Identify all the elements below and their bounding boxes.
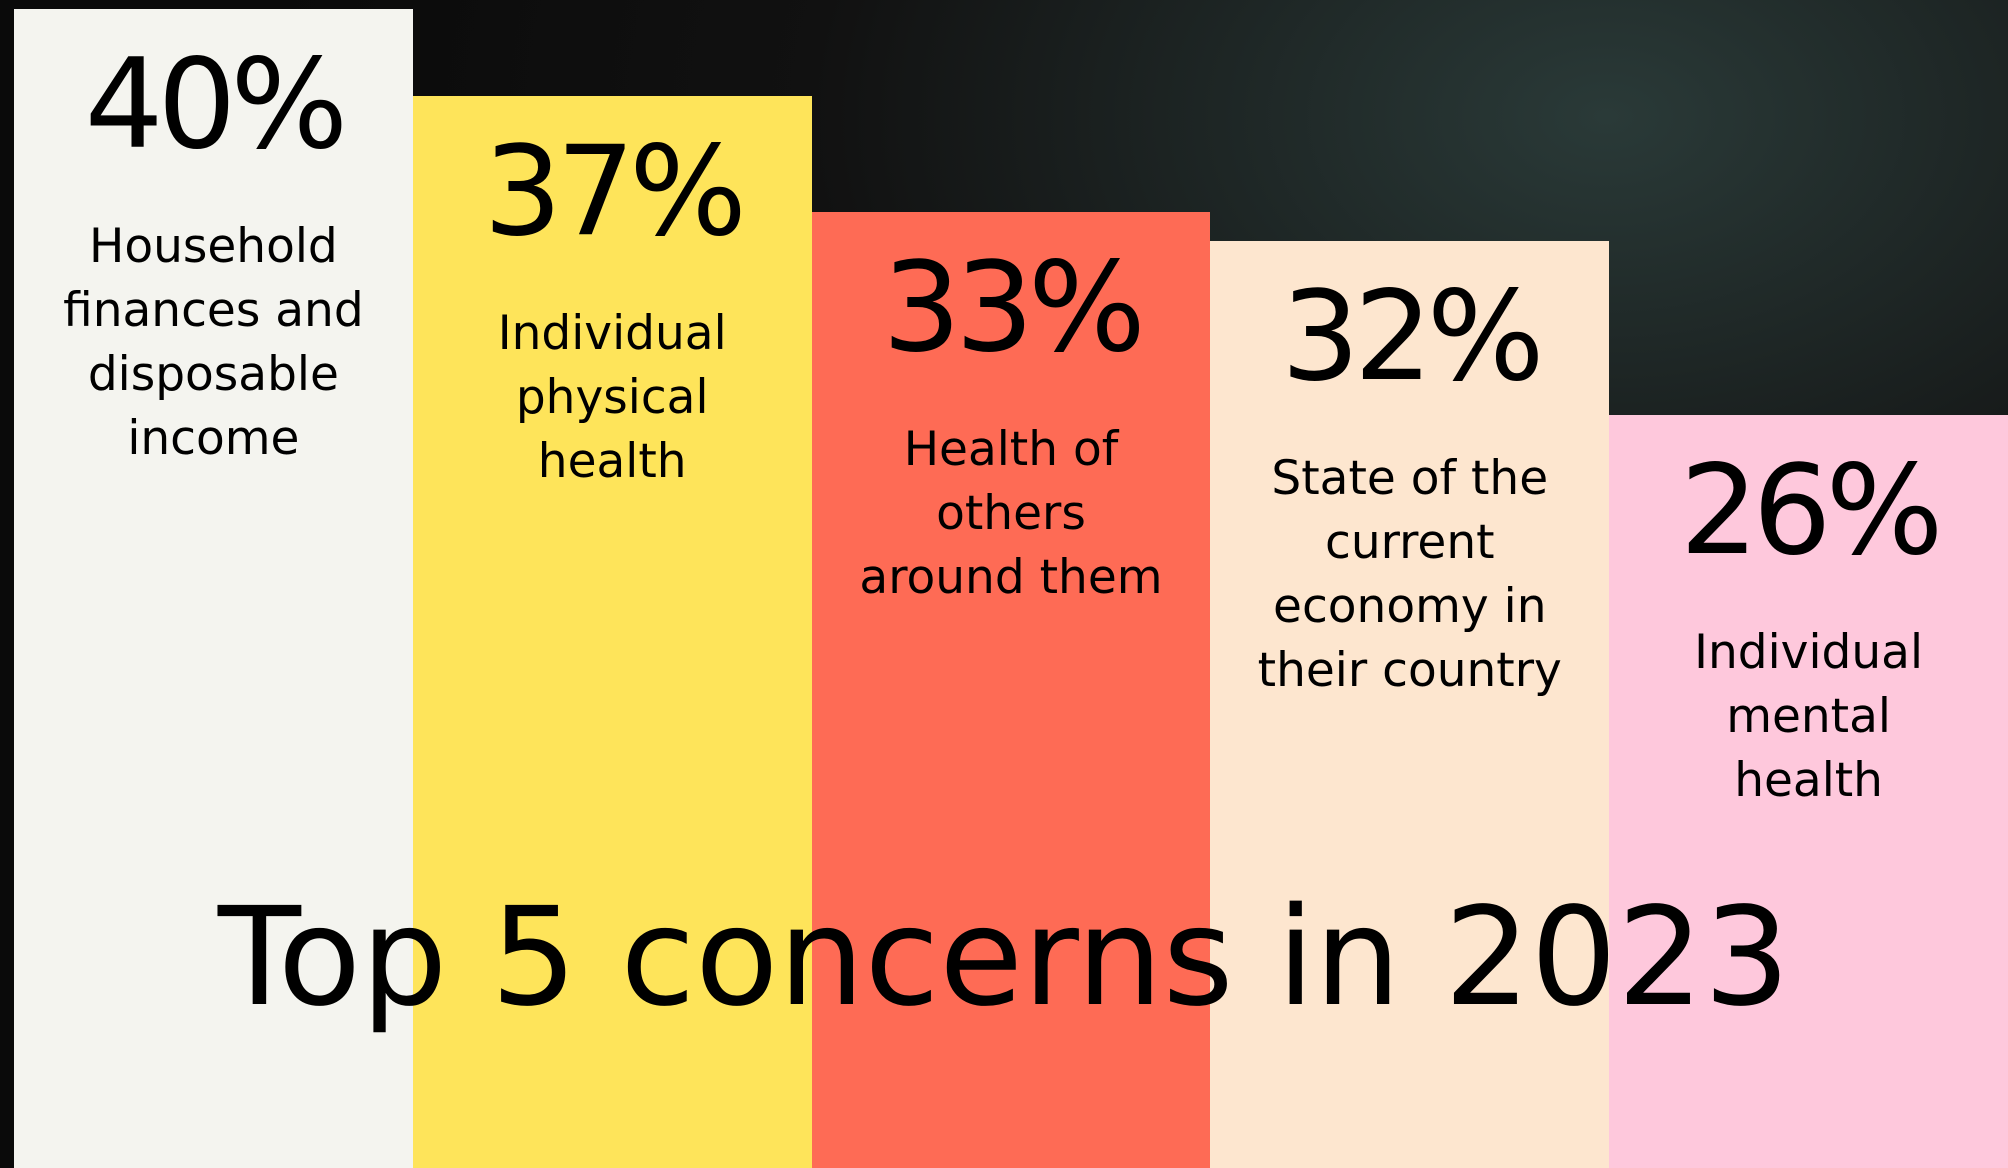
bar: 32% State of the current economy in their… [1210, 240, 1610, 1168]
category-label: Health of others around them [859, 421, 1163, 605]
bar: 26% Individual mental health [1609, 414, 2008, 1168]
value-label: 26% [1679, 438, 1944, 583]
bar: 40% Household finances and disposable inc… [14, 9, 413, 1168]
category-label: Household finances and disposable income [63, 219, 364, 466]
value-label: 37% [483, 119, 747, 264]
category-label: Individual physical health [497, 305, 727, 489]
bar: 33% Health of others around them [811, 211, 1211, 1168]
chart-title: Top 5 concerns in 2023 [217, 879, 1791, 1037]
value-label: 32% [1280, 264, 1545, 409]
category-label: Individual mental health [1694, 624, 1924, 808]
category-label: State of the current economy in their co… [1257, 450, 1562, 698]
bar: 37% Individual physical health [412, 95, 812, 1168]
value-label: 33% [882, 235, 1146, 380]
value-label: 40% [84, 33, 349, 177]
